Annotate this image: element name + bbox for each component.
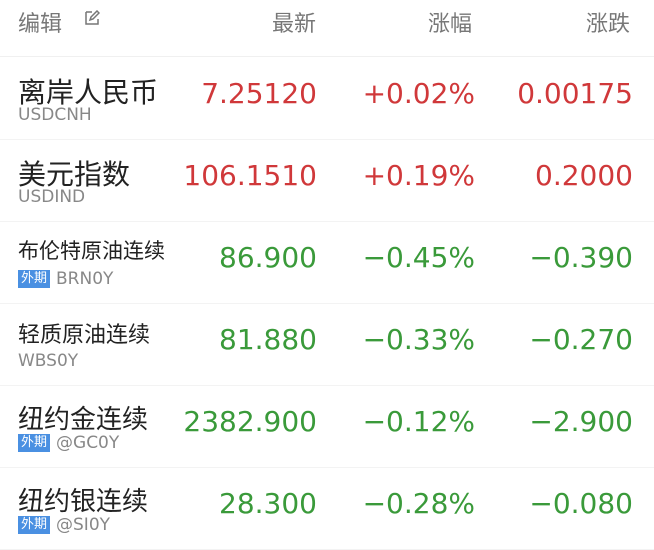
- quote-code: WBS0Y: [18, 351, 78, 371]
- code-text: BRN0Y: [56, 269, 114, 289]
- change-amount: −0.080: [529, 487, 633, 520]
- quote-row[interactable]: 离岸人民币 USDCNH 7.25120 +0.02% 0.00175: [0, 57, 654, 140]
- list-header: 编辑 最新 涨幅 涨跌: [0, 0, 654, 57]
- quote-row[interactable]: 轻质原油连续 WBS0Y 81.880 −0.33% −0.270: [0, 303, 654, 386]
- quote-name: 离岸人民币: [18, 76, 159, 109]
- latest-price: 106.1510: [183, 159, 317, 192]
- change-percent: +0.02%: [362, 77, 475, 110]
- quote-code: 外期 @SI0Y: [18, 515, 110, 535]
- code-text: USDIND: [18, 187, 86, 207]
- code-text: @SI0Y: [56, 515, 111, 535]
- quote-name: 轻质原油连续: [18, 323, 151, 348]
- edit-button[interactable]: 编辑: [18, 12, 63, 37]
- quote-code: 外期 @GC0Y: [18, 433, 119, 453]
- column-latest[interactable]: 最新: [271, 12, 316, 37]
- edit-icon[interactable]: [84, 10, 100, 26]
- change-amount: 0.2000: [535, 159, 633, 192]
- quote-name: 纽约金连续: [18, 405, 149, 435]
- quote-name: 美元指数: [18, 158, 131, 191]
- latest-price: 7.25120: [201, 77, 317, 110]
- quote-row[interactable]: 美元指数 USDIND 106.1510 +0.19% 0.2000: [0, 139, 654, 222]
- change-percent: −0.12%: [362, 405, 475, 438]
- quote-row[interactable]: 纽约金连续 外期 @GC0Y 2382.900 −0.12% −2.900: [0, 385, 654, 468]
- change-percent: −0.45%: [362, 241, 475, 274]
- quote-code: USDCNH: [18, 105, 92, 125]
- quote-code: USDIND: [18, 187, 85, 207]
- quote-code: 外期 BRN0Y: [18, 269, 113, 289]
- quote-name: 纽约银连续: [18, 487, 149, 517]
- latest-price: 86.900: [219, 241, 317, 274]
- change-amount: −0.390: [529, 241, 633, 274]
- market-badge: 外期: [18, 516, 51, 534]
- column-change[interactable]: 涨跌: [585, 12, 630, 37]
- market-badge: 外期: [18, 434, 51, 452]
- change-amount: 0.00175: [517, 77, 633, 110]
- change-amount: −2.900: [529, 405, 633, 438]
- column-pct[interactable]: 涨幅: [427, 12, 472, 37]
- market-badge: 外期: [18, 270, 51, 288]
- code-text: WBS0Y: [18, 351, 79, 371]
- quote-row[interactable]: 纽约银连续 外期 @SI0Y 28.300 −0.28% −0.080: [0, 467, 654, 550]
- quote-name: 布伦特原油连续: [18, 239, 165, 263]
- change-percent: −0.28%: [362, 487, 475, 520]
- code-text: USDCNH: [18, 105, 92, 125]
- latest-price: 2382.900: [183, 405, 317, 438]
- code-text: @GC0Y: [56, 433, 120, 453]
- change-amount: −0.270: [529, 323, 633, 356]
- change-percent: −0.33%: [362, 323, 475, 356]
- change-percent: +0.19%: [362, 159, 475, 192]
- latest-price: 28.300: [219, 487, 317, 520]
- quote-row[interactable]: 布伦特原油连续 外期 BRN0Y 86.900 −0.45% −0.390: [0, 221, 654, 304]
- latest-price: 81.880: [219, 323, 317, 356]
